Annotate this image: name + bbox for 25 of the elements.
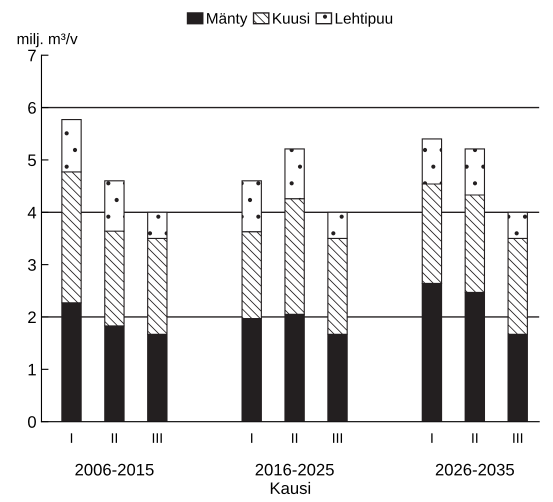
x-tick-label: III [513, 433, 522, 443]
x-tick-label: II [292, 433, 298, 443]
x-tick-label: III [152, 433, 162, 443]
x-tick-label: I [431, 433, 433, 443]
y-tick-label: 2 [28, 311, 36, 324]
x-tick-label: I [251, 433, 252, 443]
legend-label: Mänty [207, 13, 248, 27]
x-tick-label: III [333, 433, 342, 443]
x-tick-label: II [112, 433, 117, 443]
x-tick-label: II [472, 433, 478, 443]
x-axis-title: Kausi [270, 482, 310, 494]
y-tick-label: 1 [28, 364, 36, 376]
x-tick-label: I [70, 433, 72, 443]
legend-label: Kuusi [273, 12, 310, 24]
y-tick-label: 6 [28, 102, 36, 114]
y-tick-label: 7 [28, 50, 36, 62]
text: 2006-2015 [75, 464, 154, 476]
y-tick-label: 0 [28, 416, 36, 428]
legend-label: Lehtipuu [336, 12, 392, 27]
text: 2026-2035 [436, 464, 514, 476]
y-tick-label: 5 [28, 154, 36, 166]
y-tick-label: 4 [28, 206, 36, 218]
text: 2016-2025 [256, 464, 334, 476]
y-axis-title: milj. m³/v [18, 33, 78, 48]
y-tick-label: 3 [28, 259, 36, 271]
